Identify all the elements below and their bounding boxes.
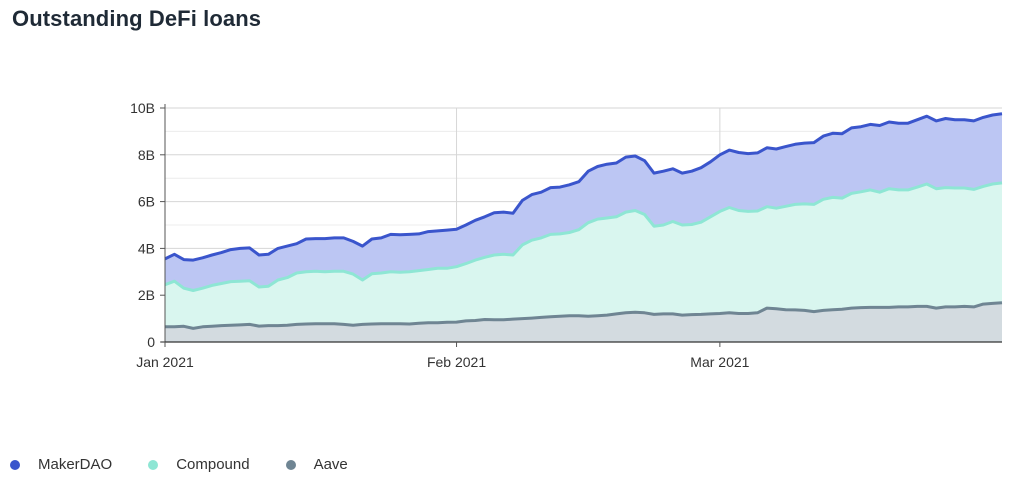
- legend-dot-makerdao: [10, 459, 20, 470]
- legend-item-compound[interactable]: Compound: [148, 456, 250, 473]
- legend-dot-aave: [285, 459, 296, 470]
- line-aave: [165, 301, 1003, 330]
- legend-dot-compound: [148, 459, 159, 470]
- legend-item-makerdao[interactable]: MakerDAO: [10, 456, 112, 473]
- y-tick-label: 8B: [138, 147, 155, 163]
- line-compound: [164, 181, 1003, 292]
- legend-label-aave: Aave: [313, 456, 348, 473]
- x-tick-label: Feb 2021: [427, 354, 486, 370]
- area-layer: [164, 112, 1003, 342]
- area-aave: [165, 302, 1002, 342]
- x-tick-label: Mar 2021: [690, 354, 749, 370]
- line-makerdao: [164, 112, 1003, 262]
- y-tick-label: 6B: [138, 194, 155, 210]
- y-tick-label: 0: [147, 334, 155, 350]
- chart-legend: MakerDAO Compound Aave: [10, 456, 384, 473]
- y-tick-label: 4B: [138, 240, 155, 256]
- y-tick-label: 2B: [138, 287, 155, 303]
- legend-label-makerdao: MakerDAO: [38, 456, 113, 473]
- y-tick-label: 10B: [130, 100, 155, 116]
- legend-label-compound: Compound: [176, 456, 250, 473]
- chart-title: Outstanding DeFi loans: [12, 6, 262, 31]
- x-tick-label: Jan 2021: [136, 354, 194, 370]
- area-compound: [165, 182, 1002, 342]
- legend-item-aave[interactable]: Aave: [285, 456, 348, 473]
- axis-layer: 0 2B 4B 6B 8B 10B Jan 2021 Feb 2021 Mar 2021: [130, 100, 1002, 370]
